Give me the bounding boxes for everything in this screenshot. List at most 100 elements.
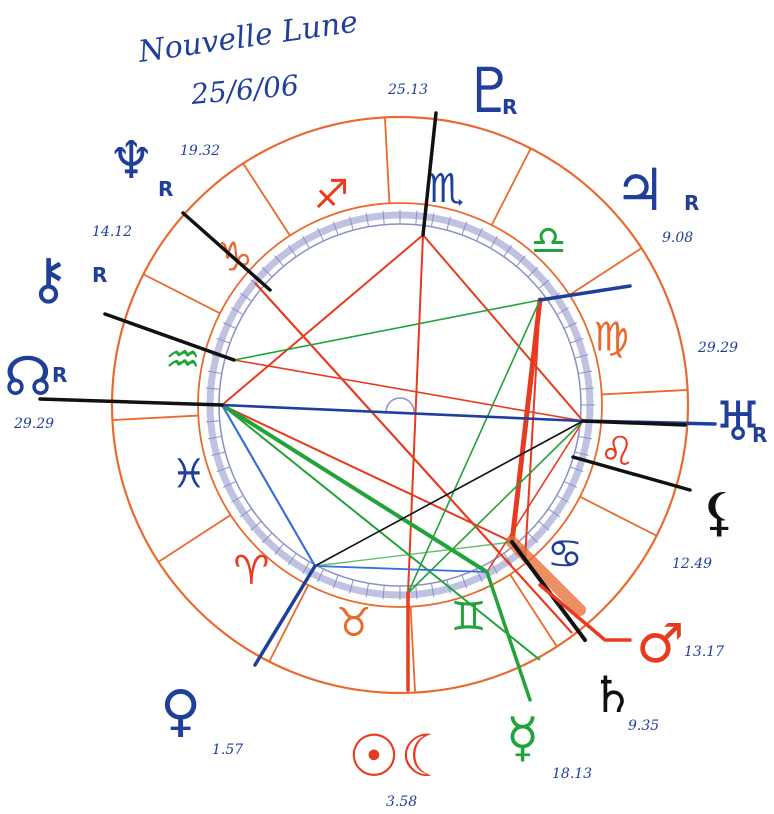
degree-tick	[556, 307, 570, 315]
degree-tick	[580, 387, 595, 390]
black-moon-degree: 12.49	[672, 556, 712, 572]
sun-moon-degree: 3.58	[386, 794, 417, 810]
degree-tick	[216, 466, 231, 473]
aspect-line	[221, 404, 513, 543]
pluto-icon: ♇	[462, 54, 518, 127]
degree-tick	[332, 221, 339, 236]
sign-pisces-icon: ♓	[171, 452, 207, 498]
degree-tick	[207, 370, 222, 375]
chiron-pointer	[103, 312, 236, 362]
degree-tick	[461, 221, 468, 236]
sign-divider	[242, 162, 291, 237]
sun-moon-label: ☉☾ 3.58	[348, 722, 452, 810]
sign-divider	[384, 117, 391, 204]
neptune-icon: ♆	[108, 131, 155, 191]
chiron-label: ⚷ R 14.12	[28, 224, 132, 312]
degree-tick	[207, 435, 222, 440]
sign-divider	[579, 495, 658, 537]
neptune-pointer	[181, 211, 272, 292]
degree-tick	[205, 387, 220, 390]
uranus-pointer-black	[581, 419, 687, 427]
pluto-degree: 25.13	[387, 82, 428, 98]
degree-tick	[223, 481, 237, 488]
degree-tick	[527, 532, 539, 544]
neptune-label: ♆ R 19.32	[108, 131, 220, 201]
mars-degree: 13.17	[684, 644, 724, 660]
sign-libra-icon: ♎	[531, 218, 567, 264]
north-node-label: ☊ R 29.29	[4, 345, 67, 432]
aspect-line	[407, 299, 541, 594]
mercury-label: ☿ 18.13	[506, 706, 592, 782]
degree-tick	[556, 495, 570, 503]
degree-tick	[302, 235, 310, 249]
aspect-line	[221, 404, 316, 567]
degree-tick	[365, 212, 370, 227]
aspect-line	[486, 420, 584, 573]
jupiter-retro: R	[684, 191, 699, 215]
degree-tick	[563, 322, 577, 329]
degree-tick	[382, 585, 385, 600]
degree-tick	[382, 210, 385, 225]
aspect-lines	[220, 234, 586, 661]
degree-tick	[250, 520, 262, 531]
pluto-label: ♇ R 25.13	[387, 54, 518, 127]
planet-pointers	[38, 111, 717, 702]
sign-scorpio-icon: ♏	[428, 166, 464, 212]
center-mark	[385, 397, 415, 413]
uranus-label: ♅ R 29.29	[697, 340, 767, 453]
degree-tick	[239, 292, 253, 302]
chart-title: Nouvelle Lune	[135, 4, 360, 70]
degree-tick	[574, 354, 589, 359]
degree-tick	[230, 307, 244, 315]
aspect-line	[221, 234, 424, 406]
mars-label: ♂ 13.17	[636, 612, 724, 675]
degree-tick	[430, 212, 435, 227]
outer-ring	[110, 115, 690, 695]
node-pointer	[38, 397, 224, 407]
aspect-line	[314, 541, 513, 567]
degree-tick	[230, 495, 244, 503]
aspect-line	[254, 282, 573, 634]
mars-icon: ♂	[636, 612, 684, 675]
sign-divider	[409, 606, 416, 693]
jupiter-icon: ♃	[614, 156, 666, 224]
aspect-line	[422, 234, 584, 422]
degree-tick	[239, 508, 253, 518]
sun-moon-icon: ☉☾	[348, 722, 452, 790]
sign-virgo-icon: ♍	[593, 314, 629, 360]
aspect-line	[314, 565, 488, 573]
degree-tick	[317, 228, 324, 242]
venus-degree: 1.57	[212, 742, 243, 758]
saturn-label: ♄ 9.35	[590, 666, 659, 734]
mercury-degree: 18.13	[552, 766, 592, 782]
sign-divider	[268, 584, 310, 663]
aspect-line	[407, 420, 584, 594]
aspect-line	[506, 536, 586, 616]
uranus-retro: R	[752, 423, 767, 447]
degree-tick	[578, 370, 593, 375]
degree-tick	[216, 337, 231, 344]
degree-tick	[261, 266, 273, 278]
sign-divider	[568, 247, 643, 296]
chiron-icon: ⚷	[28, 247, 69, 312]
degree-tick	[503, 244, 513, 258]
degree-tick	[574, 451, 589, 456]
north-node-icon: ☊	[4, 345, 52, 408]
sign-divider	[601, 389, 688, 396]
degree-tick	[569, 337, 584, 344]
north-node-degree: 29.29	[13, 416, 54, 432]
degree-tick	[490, 235, 498, 249]
degree-tick	[461, 574, 468, 589]
sign-aries-icon: ♈	[234, 548, 270, 594]
venus-pointer	[253, 564, 317, 667]
aspect-line	[233, 299, 541, 361]
aspect-line	[221, 404, 541, 661]
jupiter-pointer	[538, 284, 632, 302]
degree-tick	[274, 255, 285, 267]
sign-glyphs: ♑♒♓♈♉♊♋♌♍♎♏♐	[165, 166, 635, 646]
chiron-retro: R	[92, 263, 107, 287]
degree-tick	[476, 228, 483, 242]
degree-tick	[538, 279, 550, 290]
degree-tick	[563, 481, 577, 488]
